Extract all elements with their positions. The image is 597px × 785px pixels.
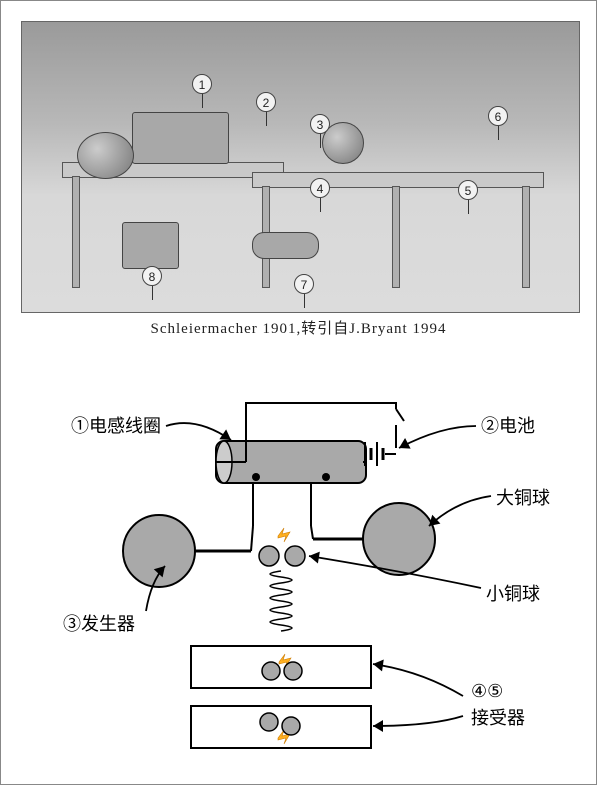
photo-marker-8: 8 [142,266,162,286]
photo-marker-7: 7 [294,274,314,294]
photo-caption: Schleiermacher 1901,转引自J.Bryant 1994 [21,319,576,340]
historical-photo: 1 2 3 4 5 6 7 8 [21,21,580,313]
label-coil: ①电感线圈 [71,416,161,438]
label-receiver-text: 接受器 [471,708,525,730]
label-receiver-num: ④⑤ [471,681,503,703]
photo-marker-3: 3 [310,114,330,134]
photo-marker-1: 1 [192,74,212,94]
photo-marker-6: 6 [488,106,508,126]
label-bigball: 大铜球 [496,488,550,510]
photo-marker-5: 5 [458,180,478,200]
schematic-diagram: ①电感线圈 ②电池 大铜球 ③发生器 小铜球 ④⑤ 接受器 [1,366,597,771]
label-generator: ③发生器 [63,614,135,636]
label-smallball: 小铜球 [486,584,540,606]
photo-marker-4: 4 [310,178,330,198]
photo-marker-2: 2 [256,92,276,112]
label-battery: ②电池 [481,416,535,438]
